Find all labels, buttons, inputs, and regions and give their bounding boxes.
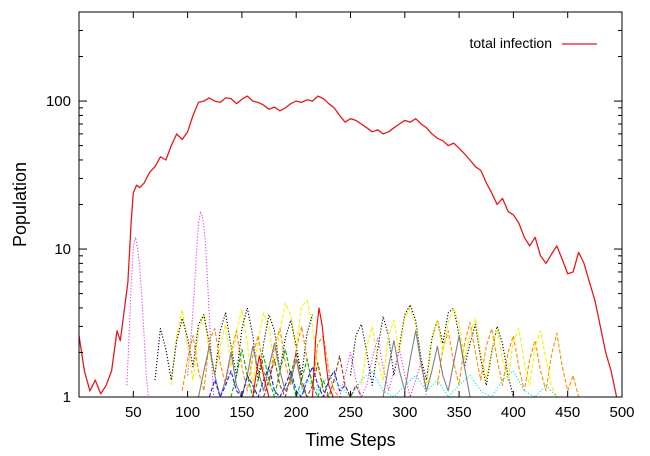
y-axis: 1 10 100 bbox=[46, 11, 622, 406]
legend-label-total-infection: total infection bbox=[470, 35, 553, 51]
series-line-8 bbox=[360, 307, 558, 398]
x-tick-label: 150 bbox=[229, 404, 254, 421]
x-tick-label: 50 bbox=[125, 404, 142, 421]
series-line-13 bbox=[295, 370, 558, 398]
x-axis: 50 100 150 200 250 300 350 400 450 500 bbox=[125, 12, 635, 421]
y-tick-label: 100 bbox=[46, 93, 71, 110]
y-tick-label: 10 bbox=[54, 241, 71, 258]
x-tick-label: 200 bbox=[284, 404, 309, 421]
series-line-total-infection bbox=[78, 95, 618, 398]
x-tick-label: 500 bbox=[609, 404, 634, 421]
series-line-4 bbox=[154, 307, 314, 381]
x-axis-label: Time Steps bbox=[305, 430, 395, 450]
x-tick-label: 100 bbox=[175, 404, 200, 421]
series-line-16 bbox=[263, 351, 362, 398]
series-line-1 bbox=[126, 236, 150, 398]
series-line-5 bbox=[349, 304, 514, 398]
x-tick-label: 300 bbox=[392, 404, 417, 421]
legend: total infection bbox=[470, 35, 597, 51]
series-line-3 bbox=[170, 299, 324, 392]
series-line-15 bbox=[339, 337, 428, 398]
x-tick-label: 450 bbox=[555, 404, 580, 421]
series-layer bbox=[78, 95, 618, 398]
y-tick-label: 1 bbox=[63, 389, 71, 406]
x-tick-label: 250 bbox=[338, 404, 363, 421]
y-axis-label: Population bbox=[10, 162, 30, 247]
plot-frame bbox=[78, 11, 623, 398]
x-tick-label: 400 bbox=[501, 404, 526, 421]
series-line-2 bbox=[187, 210, 215, 398]
x-tick-label: 350 bbox=[447, 404, 472, 421]
series-line-9 bbox=[197, 342, 308, 398]
